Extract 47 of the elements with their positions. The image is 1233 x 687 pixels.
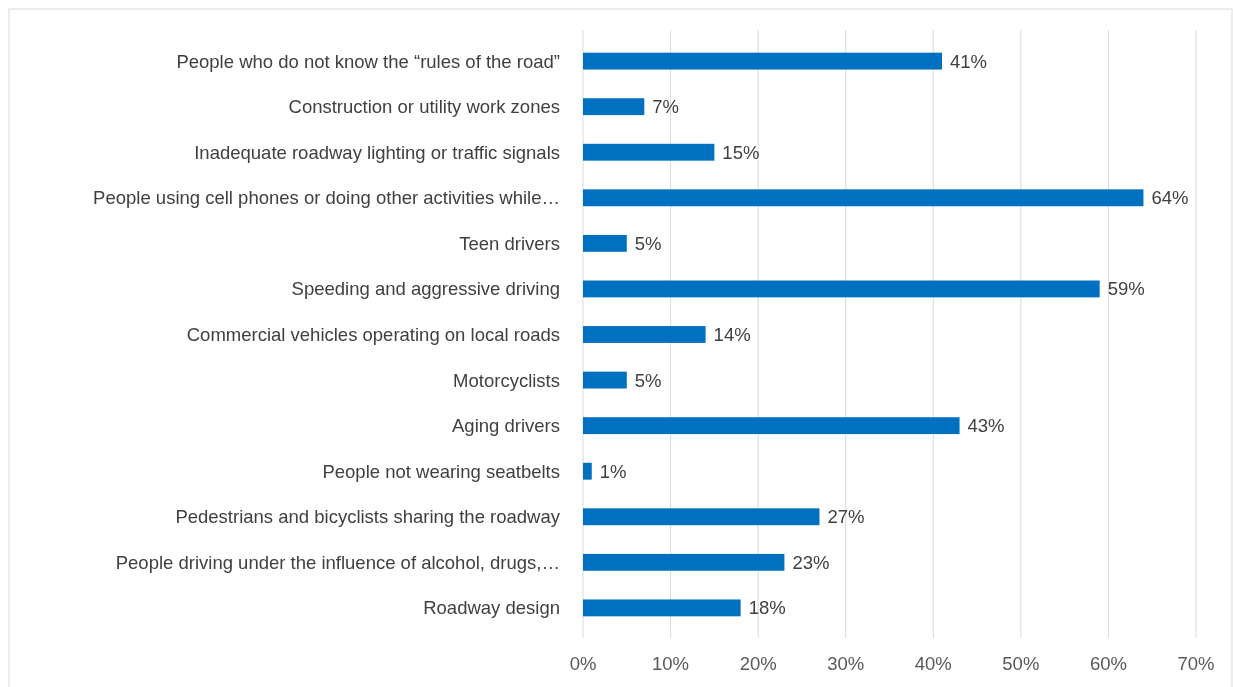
- bar: [583, 189, 1144, 207]
- y-tick-label: Speeding and aggressive driving: [291, 278, 560, 300]
- bar: [583, 462, 592, 480]
- y-tick-label: People who do not know the “rules of the road”: [176, 50, 560, 72]
- data-label: 5%: [634, 232, 662, 254]
- data-label: 14%: [713, 324, 751, 345]
- bar: [583, 553, 785, 571]
- bar: [583, 52, 943, 70]
- data-label: 43%: [967, 415, 1005, 437]
- x-tick-label: 10%: [652, 652, 690, 674]
- data-label: 5%: [634, 369, 662, 391]
- bar: [583, 599, 741, 617]
- data-label: 7%: [652, 96, 680, 118]
- x-tick-label: 60%: [1089, 652, 1127, 674]
- data-label: 41%: [950, 50, 988, 72]
- x-tick-label: 0%: [569, 652, 597, 674]
- y-tick-label: Roadway design: [423, 597, 560, 619]
- data-label: 1%: [599, 460, 627, 482]
- data-label: 18%: [748, 597, 786, 619]
- y-tick-label: Construction or utility work zones: [288, 96, 560, 118]
- bar: [583, 508, 820, 526]
- y-tick-label: People using cell phones or doing other activities while…: [93, 187, 560, 209]
- bar: [583, 371, 627, 389]
- data-label: 23%: [792, 551, 830, 573]
- data-label: 15%: [722, 141, 760, 163]
- x-tick-label: 40%: [914, 652, 952, 674]
- bar: [583, 143, 715, 161]
- y-tick-label: Pedestrians and bicyclists sharing the roadway: [175, 506, 561, 528]
- x-tick-label: 30%: [827, 652, 865, 674]
- bar: [583, 280, 1100, 298]
- y-tick-label: People driving under the influence of alcohol, drugs,…: [115, 551, 560, 573]
- bar: [583, 98, 645, 116]
- data-label: 64%: [1151, 187, 1189, 209]
- bar: [583, 234, 627, 252]
- bar: [583, 326, 706, 343]
- data-label: 27%: [827, 506, 865, 528]
- y-tick-label: People not wearing seatbelts: [322, 460, 560, 482]
- y-tick-label: Motorcyclists: [453, 369, 560, 391]
- x-tick-label: 20%: [739, 652, 777, 674]
- x-tick-label: 50%: [1002, 652, 1040, 674]
- x-tick-label: 70%: [1177, 652, 1215, 674]
- data-label: 59%: [1107, 278, 1145, 300]
- bar: [583, 417, 960, 435]
- y-tick-label: Aging drivers: [452, 415, 560, 437]
- y-tick-label: Teen drivers: [459, 232, 560, 254]
- y-tick-label: Inadequate roadway lighting or traffic signals: [194, 141, 560, 163]
- y-tick-label: Commercial vehicles operating on local roads: [186, 324, 560, 345]
